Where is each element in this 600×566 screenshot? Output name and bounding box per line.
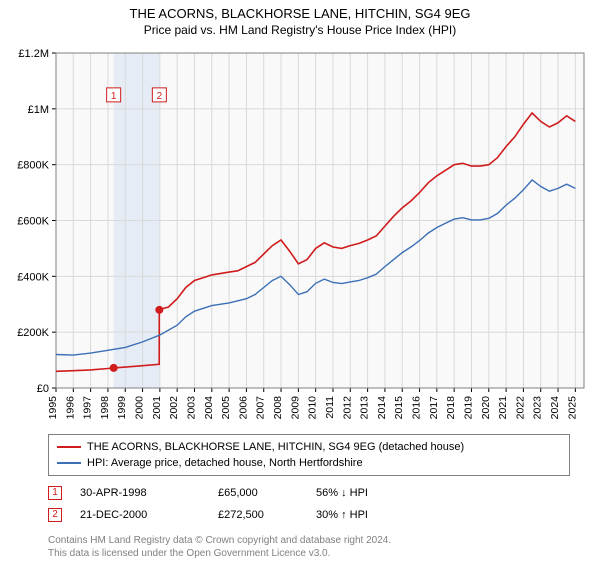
svg-text:2018: 2018 [445, 396, 457, 420]
svg-text:2020: 2020 [480, 396, 492, 420]
datapoint-date: 30-APR-1998 [80, 487, 200, 499]
svg-text:£200K: £200K [17, 327, 49, 339]
svg-text:2022: 2022 [514, 396, 526, 420]
legend-swatch [57, 462, 81, 464]
svg-text:2016: 2016 [411, 396, 423, 420]
svg-text:2: 2 [157, 91, 163, 102]
svg-text:£800K: £800K [17, 160, 49, 172]
datapoint-marker: 1 [48, 486, 62, 500]
svg-text:2002: 2002 [168, 396, 180, 420]
datapoint-price: £65,000 [218, 487, 298, 499]
footer: Contains HM Land Registry data © Crown c… [48, 534, 570, 560]
datapoints-table: 1 30-APR-1998 £65,000 56% ↓ HPI 2 21-DEC… [48, 482, 570, 526]
datapoint-date: 21-DEC-2000 [80, 509, 200, 521]
legend: THE ACORNS, BLACKHORSE LANE, HITCHIN, SG… [48, 434, 570, 476]
datapoint-price: £272,500 [218, 509, 298, 521]
svg-text:2015: 2015 [393, 396, 405, 420]
svg-text:2005: 2005 [220, 396, 232, 420]
svg-text:2011: 2011 [324, 396, 336, 419]
chart-area: £0 £200K £400K £600K £800K £1M £1.2M 1995 1996 19… [0, 43, 600, 428]
svg-text:2019: 2019 [462, 396, 474, 420]
svg-text:2014: 2014 [376, 396, 388, 420]
svg-text:1998: 1998 [99, 396, 111, 420]
svg-text:2004: 2004 [203, 396, 215, 420]
svg-text:£0: £0 [37, 383, 49, 395]
legend-item: HPI: Average price, detached house, Nort… [57, 455, 561, 471]
svg-text:2009: 2009 [289, 396, 301, 420]
svg-text:2010: 2010 [307, 396, 319, 420]
svg-text:£600K: £600K [17, 216, 49, 228]
svg-text:2001: 2001 [151, 396, 163, 420]
chart-title-sub: Price paid vs. HM Land Registry's House … [0, 23, 600, 37]
svg-text:2008: 2008 [272, 396, 284, 420]
svg-text:1995: 1995 [47, 396, 59, 420]
legend-label: HPI: Average price, detached house, Nort… [87, 457, 363, 469]
svg-text:£1.2M: £1.2M [18, 48, 49, 60]
svg-text:1997: 1997 [82, 396, 94, 420]
datapoint-hpi: 30% ↑ HPI [316, 509, 416, 521]
svg-text:£1M: £1M [28, 104, 49, 116]
legend-label: THE ACORNS, BLACKHORSE LANE, HITCHIN, SG… [87, 441, 464, 453]
svg-text:2025: 2025 [566, 396, 578, 420]
svg-text:2003: 2003 [185, 396, 197, 420]
svg-text:1999: 1999 [116, 396, 128, 420]
svg-text:2017: 2017 [428, 396, 440, 420]
svg-text:2023: 2023 [532, 396, 544, 420]
footer-line: This data is licensed under the Open Gov… [48, 547, 570, 560]
legend-item: THE ACORNS, BLACKHORSE LANE, HITCHIN, SG… [57, 439, 561, 455]
svg-text:2012: 2012 [341, 396, 353, 420]
datapoint-marker: 2 [48, 508, 62, 522]
svg-text:£400K: £400K [17, 271, 49, 283]
datapoint-row: 1 30-APR-1998 £65,000 56% ↓ HPI [48, 482, 570, 504]
svg-text:2013: 2013 [359, 396, 371, 420]
svg-text:1: 1 [111, 91, 117, 102]
datapoint-hpi: 56% ↓ HPI [316, 487, 416, 499]
datapoint-row: 2 21-DEC-2000 £272,500 30% ↑ HPI [48, 504, 570, 526]
svg-text:2000: 2000 [134, 396, 146, 420]
svg-text:2024: 2024 [549, 396, 561, 420]
svg-text:2021: 2021 [497, 396, 509, 420]
chart-svg: £0 £200K £400K £600K £800K £1M £1.2M 1995 1996 19… [0, 43, 600, 428]
svg-text:1996: 1996 [64, 396, 76, 420]
legend-swatch [57, 446, 81, 448]
footer-line: Contains HM Land Registry data © Crown c… [48, 534, 570, 547]
svg-text:2006: 2006 [237, 396, 249, 420]
svg-text:2007: 2007 [255, 396, 267, 420]
chart-title-main: THE ACORNS, BLACKHORSE LANE, HITCHIN, SG… [0, 6, 600, 21]
